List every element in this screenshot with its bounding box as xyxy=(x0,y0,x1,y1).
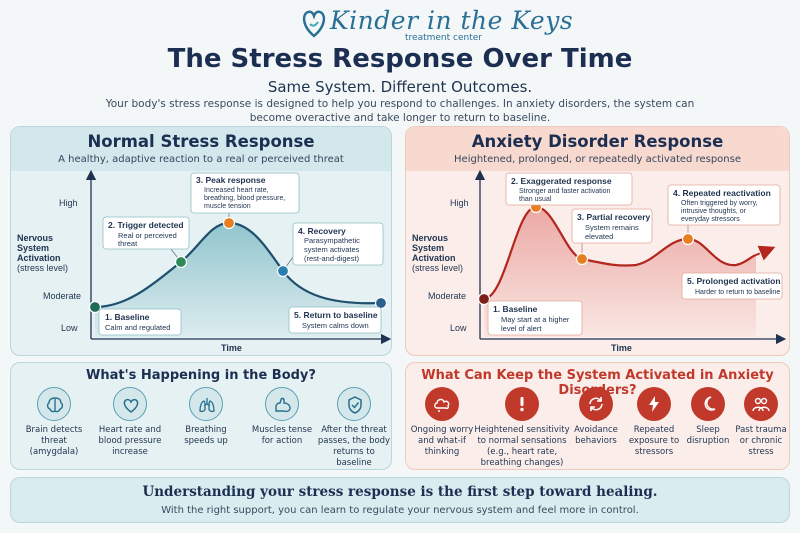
svg-text:Often triggered by worry,: Often triggered by worry, xyxy=(681,200,758,207)
normal-response-panel: Normal Stress Response A healthy, adapti… xyxy=(10,126,392,356)
normal-ylabel-4: (stress level) xyxy=(17,263,68,273)
svg-text:Increased heart rate,: Increased heart rate, xyxy=(204,187,269,194)
anxiety-callout-prolonged: 5. Prolonged activation Harder to return… xyxy=(681,272,783,300)
normal-panel-header: Normal Stress Response A healthy, adapti… xyxy=(11,127,391,171)
normal-panel-subtitle: A healthy, adaptive reaction to a real o… xyxy=(58,154,344,165)
svg-text:May start at a higher: May start at a higher xyxy=(501,315,570,324)
lightning-icon xyxy=(637,387,671,421)
anxiety-ytick-moderate: Moderate xyxy=(428,291,466,301)
svg-text:level of alert: level of alert xyxy=(501,324,542,333)
normal-ylabel-3: Activation xyxy=(17,253,61,263)
normal-ylabel-2: System xyxy=(17,243,49,253)
svg-text:intrusive thoughts, or: intrusive thoughts, or xyxy=(681,208,747,215)
normal-ytick-moderate: Moderate xyxy=(43,291,81,301)
anxiety-curve-line xyxy=(483,205,757,301)
svg-text:system activates: system activates xyxy=(304,245,360,254)
svg-text:(rest-and-digest): (rest-and-digest) xyxy=(304,254,360,263)
svg-text:Harder to return to baseline: Harder to return to baseline xyxy=(695,289,780,296)
svg-text:3. Partial recovery: 3. Partial recovery xyxy=(577,212,651,222)
anxiety-xlabel: Time xyxy=(611,343,632,353)
normal-callout-recovery: 4. Recovery Parasympathetic system activ… xyxy=(292,222,384,266)
normal-point-peak xyxy=(222,216,236,230)
worry-cloud-icon xyxy=(425,387,459,421)
anxiety-response-panel: Anxiety Disorder Response Heightened, pr… xyxy=(405,126,790,356)
anxiety-point-partial-recovery xyxy=(575,252,589,266)
anxiety-continuation-arrow xyxy=(755,245,776,261)
svg-text:breathing, blood pressure,: breathing, blood pressure, xyxy=(204,195,285,202)
anxiety-ylabel-3: Activation xyxy=(412,253,456,263)
logo-subtitle: treatment center xyxy=(405,33,482,43)
logo-brand: Kinder in the Keys xyxy=(330,6,574,35)
brain-icon xyxy=(37,387,71,421)
muscle-icon xyxy=(265,387,299,421)
footer-banner: Understanding your stress response is th… xyxy=(10,477,790,523)
anxiety-ylabel-2: System xyxy=(412,243,444,253)
people-icon xyxy=(744,387,778,421)
normal-response-chart: Nervous System Activation (stress level)… xyxy=(17,169,392,353)
heart-icon xyxy=(113,387,147,421)
anxiety-ylabel-4: (stress level) xyxy=(412,263,463,273)
normal-ytick-high: High xyxy=(59,198,78,208)
svg-text:than usual: than usual xyxy=(519,196,552,203)
anxiety-point-reactivation xyxy=(681,232,695,246)
exclamation-icon xyxy=(505,387,539,421)
svg-text:Stronger and faster activation: Stronger and faster activation xyxy=(519,188,611,195)
keep-activated-box: What Can Keep the System Activated in An… xyxy=(405,362,790,470)
normal-point-recovery xyxy=(276,264,290,278)
anxiety-ytick-high: High xyxy=(450,198,469,208)
page-title: The Stress Response Over Time xyxy=(167,44,633,74)
svg-text:muscle tension: muscle tension xyxy=(204,203,251,210)
anxiety-response-chart: Nervous System Activation (stress level)… xyxy=(412,169,787,353)
shield-check-icon xyxy=(337,387,371,421)
anxiety-point-baseline xyxy=(477,292,491,306)
logo: Kinder in the Keys treatment center xyxy=(0,4,800,46)
anxiety-ylabel-1: Nervous xyxy=(412,233,448,243)
svg-text:System remains: System remains xyxy=(585,223,639,232)
svg-text:System calms down: System calms down xyxy=(302,321,369,330)
normal-callout-peak: 3. Peak response Increased heart rate, b… xyxy=(190,172,300,214)
svg-text:elevated: elevated xyxy=(585,232,613,241)
normal-point-baseline xyxy=(88,300,102,314)
page-subtitle: Same System. Different Outcomes. xyxy=(267,78,533,96)
anxiety-callout-partial-recovery: 3. Partial recovery System remains eleva… xyxy=(571,208,653,244)
normal-xlabel: Time xyxy=(221,343,242,353)
svg-text:3. Peak response: 3. Peak response xyxy=(196,175,266,185)
anxiety-panel-title: Anxiety Disorder Response xyxy=(471,132,724,151)
footer-headline: Understanding your stress response is th… xyxy=(142,484,658,500)
body-effects-box: What's Happening in the Body? Brain dete… xyxy=(10,362,392,470)
svg-text:4. Recovery: 4. Recovery xyxy=(298,226,346,236)
normal-point-trigger xyxy=(174,255,188,269)
svg-text:5. Return to baseline: 5. Return to baseline xyxy=(294,310,378,320)
svg-text:2. Trigger detected: 2. Trigger detected xyxy=(108,220,184,230)
svg-text:Parasympathetic: Parasympathetic xyxy=(304,236,360,245)
svg-text:2. Exaggerated response: 2. Exaggerated response xyxy=(511,176,612,186)
anxiety-callout-baseline: 1. Baseline May start at a higher level … xyxy=(487,300,583,336)
anxiety-ytick-low: Low xyxy=(450,323,467,333)
normal-panel-title: Normal Stress Response xyxy=(87,132,315,151)
avoidance-arrows-icon xyxy=(579,387,613,421)
svg-text:1. Baseline: 1. Baseline xyxy=(105,312,150,322)
normal-callout-return: 5. Return to baseline System calms down xyxy=(288,306,382,334)
svg-text:Real or perceived: Real or perceived xyxy=(118,231,177,240)
normal-callout-baseline: 1. Baseline Calm and regulated xyxy=(98,308,182,336)
normal-callout-trigger: 2. Trigger detected Real or perceived th… xyxy=(102,216,190,250)
body-effects-title: What's Happening in the Body? xyxy=(86,368,316,383)
intro-text: Your body's stress response is designed … xyxy=(105,98,695,124)
svg-text:5. Prolonged activation: 5. Prolonged activation xyxy=(687,276,781,286)
moon-icon xyxy=(691,387,725,421)
anxiety-panel-subtitle: Heightened, prolonged, or repeatedly act… xyxy=(454,154,741,165)
heart-logo-icon xyxy=(302,10,326,38)
anxiety-callout-exaggerated: 2. Exaggerated response Stronger and fas… xyxy=(505,172,633,206)
svg-text:everyday stressors: everyday stressors xyxy=(681,216,740,223)
footer-text: With the right support, you can learn to… xyxy=(161,505,639,516)
normal-ylabel-1: Nervous xyxy=(17,233,53,243)
svg-text:Calm and regulated: Calm and regulated xyxy=(105,323,170,332)
anxiety-callout-reactivation: 4. Repeated reactivation Often triggered… xyxy=(667,184,781,226)
lungs-icon xyxy=(189,387,223,421)
anxiety-panel-header: Anxiety Disorder Response Heightened, pr… xyxy=(406,127,789,171)
svg-text:1. Baseline: 1. Baseline xyxy=(493,304,538,314)
normal-ytick-low: Low xyxy=(61,323,78,333)
svg-text:4. Repeated reactivation: 4. Repeated reactivation xyxy=(673,188,771,198)
svg-text:threat: threat xyxy=(118,239,138,248)
